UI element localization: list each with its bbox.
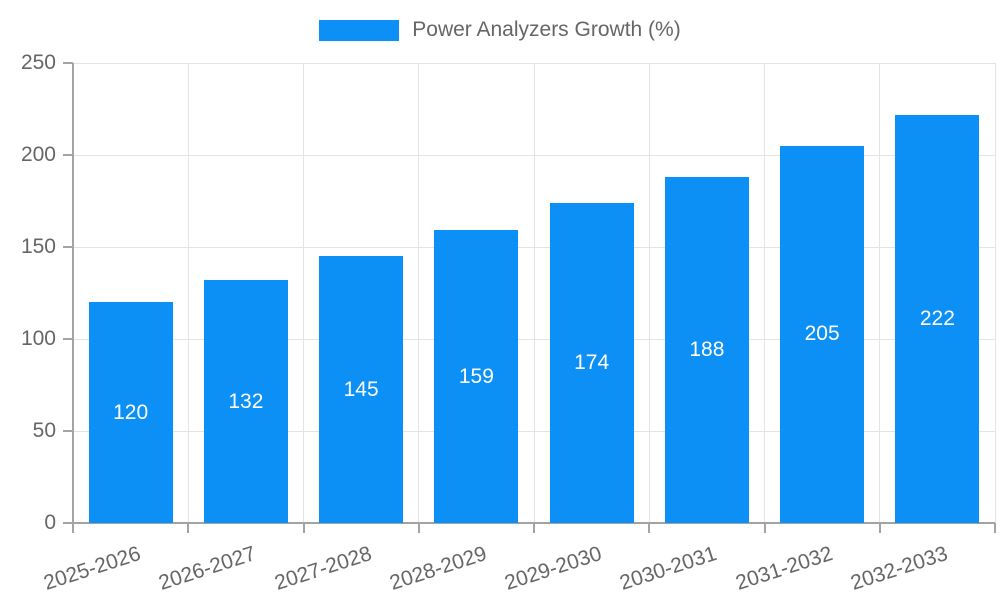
x-tick-mark	[763, 523, 766, 533]
x-tick-label: 2029-2030	[502, 542, 605, 595]
chart-legend: Power Analyzers Growth (%)	[0, 16, 1000, 44]
y-tick-label: 200	[20, 143, 56, 166]
y-tick-label: 0	[44, 511, 56, 534]
bar[interactable]	[88, 302, 173, 523]
x-axis-line	[63, 522, 995, 524]
bar-value-label: 174	[574, 350, 610, 374]
bar-value-label: 120	[113, 400, 149, 424]
v-gridline	[648, 63, 650, 523]
v-gridline	[764, 63, 765, 523]
legend-label: Power Analyzers Growth (%)	[412, 18, 681, 41]
y-tick-label: 50	[32, 419, 56, 442]
x-tick-mark	[648, 523, 651, 533]
x-tick-label: 2031-2032	[732, 542, 836, 595]
v-gridline	[418, 63, 420, 523]
bar-value-label: 159	[458, 364, 494, 388]
x-tick-label: 2025-2026	[41, 542, 144, 595]
x-tick-label: 2027-2028	[271, 542, 375, 595]
x-tick-mark	[187, 523, 190, 533]
bar[interactable]	[203, 280, 288, 523]
bar[interactable]	[549, 202, 634, 523]
y-axis-line	[72, 63, 74, 523]
y-tick-mark	[63, 338, 73, 340]
y-tick-mark	[63, 62, 73, 64]
x-tick-mark	[878, 523, 881, 533]
y-tick-mark	[63, 430, 73, 432]
bar[interactable]	[434, 230, 519, 523]
bar[interactable]	[319, 256, 404, 523]
bar[interactable]	[895, 114, 980, 523]
x-tick-label: 2026-2027	[156, 542, 259, 595]
x-tick-label: 2028-2029	[386, 542, 490, 595]
x-tick-mark	[533, 523, 535, 533]
bar[interactable]	[664, 177, 749, 523]
x-tick-mark	[302, 523, 305, 533]
bar-value-label: 188	[689, 338, 725, 362]
v-gridline	[303, 63, 304, 523]
x-tick-label: 2032-2033	[847, 542, 951, 595]
y-tick-label: 100	[20, 327, 56, 350]
x-tick-label: 2030-2031	[617, 542, 720, 595]
v-gridline	[879, 63, 881, 523]
y-tick-label: 150	[20, 235, 56, 258]
y-tick-mark	[63, 246, 73, 248]
bar[interactable]	[780, 145, 865, 523]
v-gridline	[187, 63, 189, 523]
bar-value-label: 205	[804, 322, 840, 346]
x-tick-mark	[994, 523, 996, 533]
v-gridline	[533, 63, 535, 523]
legend-item[interactable]: Power Analyzers Growth (%)	[319, 16, 681, 44]
x-tick-mark	[72, 523, 74, 533]
legend-swatch-icon	[319, 19, 400, 41]
bar-value-label: 222	[919, 306, 955, 330]
bar-value-label: 132	[228, 389, 264, 413]
bar-value-label: 145	[343, 377, 379, 401]
y-tick-mark	[63, 154, 73, 156]
x-tick-mark	[417, 523, 420, 533]
y-tick-label: 250	[20, 51, 56, 74]
v-gridline	[994, 63, 996, 523]
